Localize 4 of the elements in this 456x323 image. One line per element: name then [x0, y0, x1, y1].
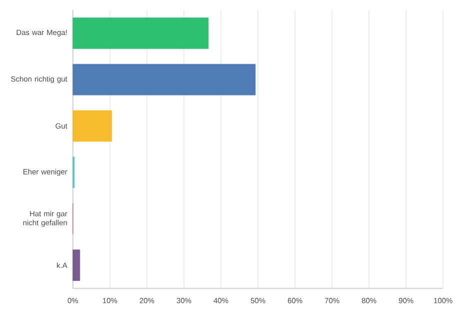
bar: [72, 249, 80, 281]
bar: [72, 64, 256, 96]
bar: [72, 17, 209, 49]
bar: [72, 110, 112, 142]
